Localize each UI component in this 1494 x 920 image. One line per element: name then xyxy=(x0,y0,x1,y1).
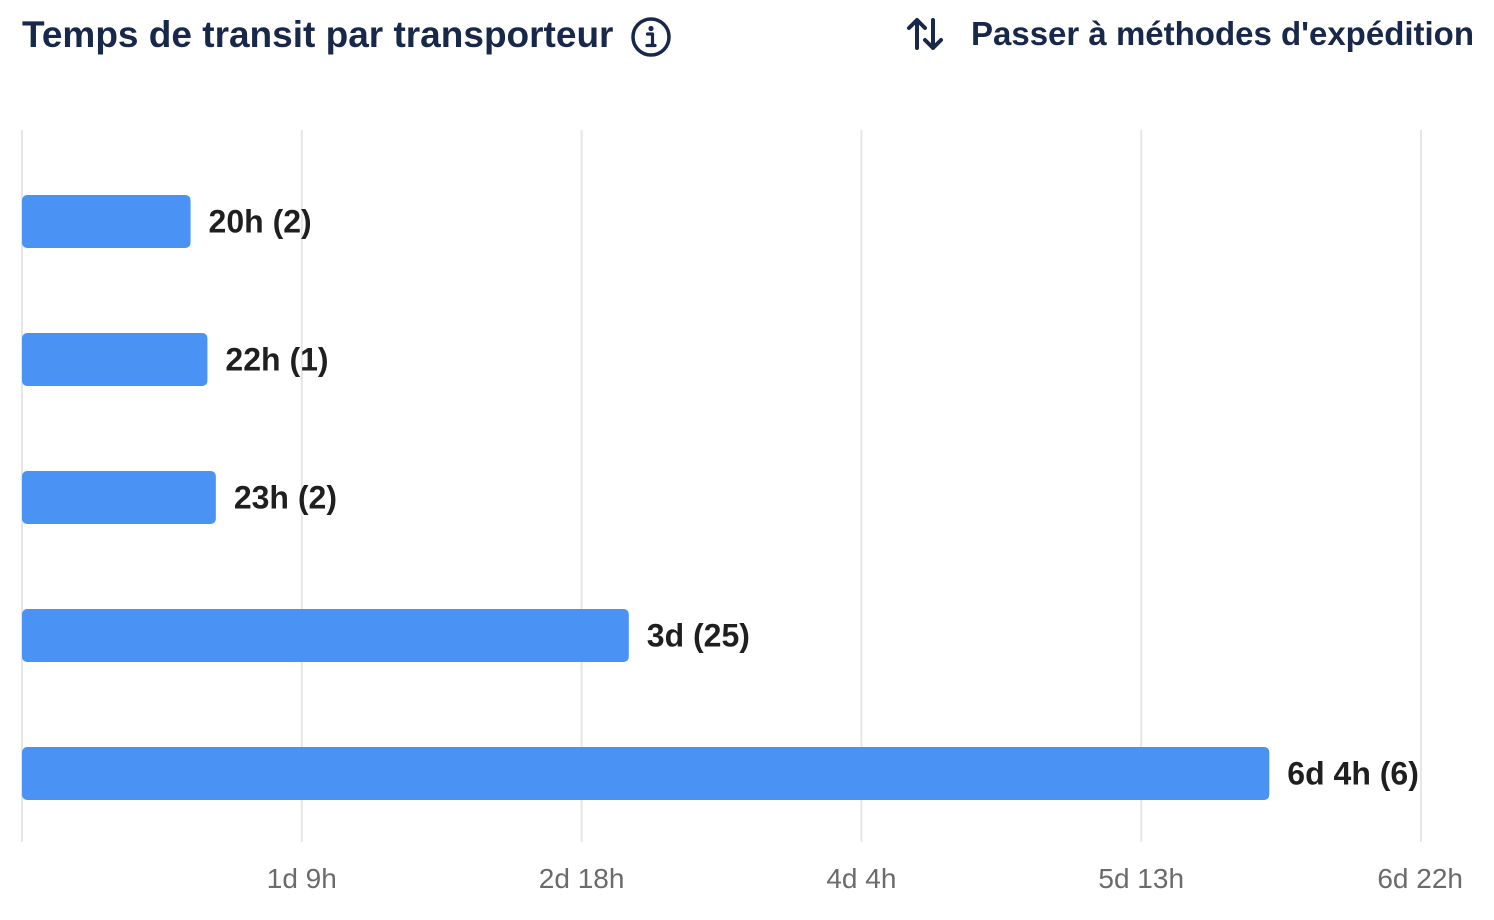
bars: 20h (2) 22h (1) 23h (2) 3d (25) 6d 4h (6) xyxy=(22,195,1419,800)
bar[interactable] xyxy=(22,333,208,386)
bar-value-label: 23h (2) xyxy=(234,480,337,516)
switch-to-shipping-methods-button[interactable]: Passer à méthodes d'expédition xyxy=(905,14,1474,54)
sort-arrows-icon xyxy=(906,18,943,50)
bar-value-label: 22h (1) xyxy=(225,342,328,378)
chart-title: Temps de transit par transporteur xyxy=(22,14,614,55)
bar[interactable] xyxy=(22,747,1270,800)
bar-value-label: 20h (2) xyxy=(209,204,312,240)
x-tick-label: 2d 18h xyxy=(539,863,625,894)
switch-label: Passer à méthodes d'expédition xyxy=(970,15,1474,52)
bar[interactable] xyxy=(22,195,191,248)
info-circle-icon[interactable] xyxy=(630,16,672,58)
x-tick-label: 6d 22h xyxy=(1377,863,1463,894)
chart-header: Temps de transit par transporteur Passer… xyxy=(22,0,1474,80)
bar-value-label: 3d (25) xyxy=(647,618,750,654)
x-tick-label: 5d 13h xyxy=(1098,863,1184,894)
x-tick-label: 4d 4h xyxy=(826,863,896,894)
bar[interactable] xyxy=(22,471,216,524)
bar-value-label: 6d 4h (6) xyxy=(1287,756,1419,792)
x-tick-label: 1d 9h xyxy=(267,863,337,894)
x-axis-ticks: 1d 9h 2d 18h 4d 4h 5d 13h 6d 22h xyxy=(267,863,1463,894)
bar[interactable] xyxy=(22,609,629,662)
